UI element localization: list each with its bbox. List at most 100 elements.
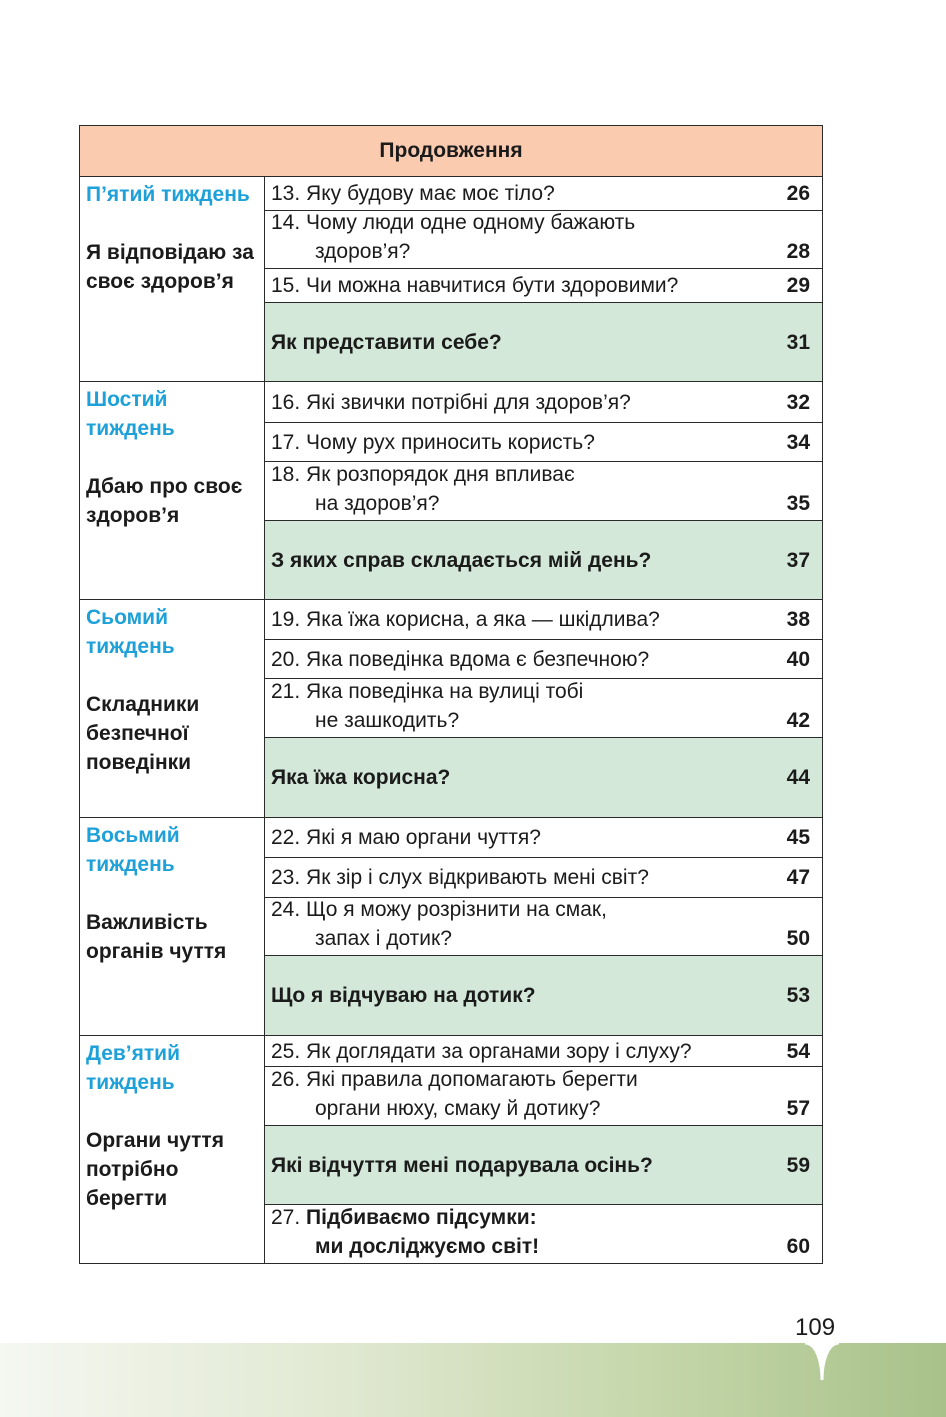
lesson-page-number: 44 xyxy=(786,766,810,789)
week-name: Шостий тиждень xyxy=(86,388,175,440)
lesson-title-line2: не зашкодить? xyxy=(315,709,460,732)
lesson-title: 21. Яка поведінка на вулиці тобі не зашко… xyxy=(271,677,778,735)
week-name: Дев’ятий тиждень xyxy=(86,1042,180,1094)
week-label: Шостий тиждень Дбаю про своє здоров’я xyxy=(80,382,265,599)
lesson-title-line1: 25. Як доглядати за органами зору і слух… xyxy=(271,1039,692,1063)
footer-band xyxy=(0,1343,946,1417)
lesson-page-number: 29 xyxy=(786,274,810,297)
lesson-page-number: 31 xyxy=(786,330,810,354)
lesson-title-line1: 13. Яку будову має моє тіло? xyxy=(271,182,555,205)
lesson-title: 24. Що я можу розрізнити на смак, запах і… xyxy=(271,895,778,953)
week-label: Дев’ятий тиждень Органи чуття потрібно бе… xyxy=(80,1036,265,1263)
lesson-title-line1: Як представити себе? xyxy=(271,330,502,354)
lesson-title-line1: 26. Які правила допомагають берегти xyxy=(271,1068,638,1091)
week-section: Сьомий тиждень Складники безпечної поведі… xyxy=(80,600,822,818)
week-section: Шостий тиждень Дбаю про своє здоров’я 16. … xyxy=(80,382,822,600)
week-topic: Дбаю про своє здоров’я xyxy=(86,475,243,527)
lesson-page-number: 60 xyxy=(786,1235,810,1258)
lesson-list: 16. Які звички потрібні для здоров’я? 32 1… xyxy=(265,382,822,599)
week-label: Сьомий тиждень Складники безпечної поведі… xyxy=(80,600,265,817)
lesson-page-number: 28 xyxy=(786,240,810,263)
lesson-title-line1: 20. Яка поведінка вдома є безпечною? xyxy=(271,647,650,671)
week-section: П’ятий тиждень Я відповідаю за своє здоро… xyxy=(80,177,822,382)
lesson-page-number: 57 xyxy=(786,1097,810,1120)
lesson-title-line1: 21. Яка поведінка на вулиці тобі xyxy=(271,680,584,703)
week-name: Восьмий тиждень xyxy=(86,824,180,876)
lesson-title-line1: Які відчуття мені подарувала осінь? xyxy=(271,1153,653,1177)
lesson-title-line1: 24. Що я можу розрізнити на смак, xyxy=(271,898,607,921)
lesson-title-line1: Підбиваємо підсумки: xyxy=(306,1206,537,1229)
week-topic: Важливість органів чуття xyxy=(86,911,227,963)
lesson-row: 16. Які звички потрібні для здоров’я? 32 xyxy=(265,382,822,423)
lesson-row: 18. Як розпорядок дня впливає на здоров’я… xyxy=(265,462,822,521)
lesson-title: 13. Яку будову має моє тіло? xyxy=(271,179,778,208)
lesson-title-line2: ми досліджуємо світ! xyxy=(315,1235,540,1258)
table-of-contents: Продовження П’ятий тиждень Я відповідаю з… xyxy=(79,125,823,1264)
week-label: Восьмий тиждень Важливість органів чуття xyxy=(80,818,265,1035)
lesson-title: 18. Як розпорядок дня впливає на здоров’я… xyxy=(271,460,778,518)
spacer xyxy=(86,1097,258,1126)
lesson-title-line1: 23. Як зір і слух відкривають мені світ? xyxy=(271,866,649,889)
lesson-page-number: 35 xyxy=(786,492,810,515)
lesson-page-number: 42 xyxy=(786,709,810,732)
lesson-page-number: 53 xyxy=(786,984,810,1007)
lesson-row: 14. Чому люди одне одному бажають здоров’… xyxy=(265,211,822,269)
lesson-page-number: 32 xyxy=(786,390,810,414)
summary-lesson-row: Які відчуття мені подарувала осінь? 59 xyxy=(265,1126,822,1205)
week-section: Дев’ятий тиждень Органи чуття потрібно бе… xyxy=(80,1036,822,1263)
lesson-page-number: 59 xyxy=(786,1153,810,1177)
lesson-title-line1: З яких справ складається мій день? xyxy=(271,548,652,572)
lesson-page-number: 45 xyxy=(786,826,810,849)
lesson-row: 26. Які правила допомагають берегти орган… xyxy=(265,1067,822,1126)
lesson-row: 25. Як доглядати за органами зору і слух… xyxy=(265,1036,822,1067)
lesson-title: З яких справ складається мій день? xyxy=(271,546,778,575)
lesson-title: 20. Яка поведінка вдома є безпечною? xyxy=(271,645,778,674)
lesson-page-number: 34 xyxy=(786,430,810,454)
lesson-title: Що я відчуваю на дотик? xyxy=(271,981,778,1010)
lesson-title: 15. Чи можна навчитися бути здоровими? xyxy=(271,271,778,300)
lesson-row: 21. Яка поведінка на вулиці тобі не зашко… xyxy=(265,679,822,738)
lesson-row: 19. Яка їжа корисна, а яка — шкідлива? 38 xyxy=(265,600,822,640)
lesson-page-number: 37 xyxy=(786,548,810,572)
lesson-title-line1: 19. Яка їжа корисна, а яка — шкідлива? xyxy=(271,608,660,631)
lesson-title: 16. Які звички потрібні для здоров’я? xyxy=(271,388,778,417)
lesson-row: 17. Чому рух приносить користь? 34 xyxy=(265,423,822,462)
lesson-title-line1: 16. Які звички потрібні для здоров’я? xyxy=(271,390,631,414)
lesson-title-line1: 17. Чому рух приносить користь? xyxy=(271,430,595,454)
lesson-row: 15. Чи можна навчитися бути здоровими? 29 xyxy=(265,269,822,303)
lesson-list: 25. Як доглядати за органами зору і слух… xyxy=(265,1036,822,1263)
week-name: П’ятий тиждень xyxy=(86,183,250,206)
weeks-container: П’ятий тиждень Я відповідаю за своє здоро… xyxy=(80,177,822,1263)
week-label: П’ятий тиждень Я відповідаю за своє здоро… xyxy=(80,177,265,381)
lesson-title-line1: 15. Чи можна навчитися бути здоровими? xyxy=(271,274,679,297)
summary-lesson-row: Як представити себе? 31 xyxy=(265,303,822,381)
lesson-page-number: 50 xyxy=(786,927,810,950)
spacer xyxy=(86,209,258,238)
lesson-row: 24. Що я можу розрізнити на смак, запах і… xyxy=(265,898,822,956)
lesson-row: 27. Підбиваємо підсумки: ми досліджуємо с… xyxy=(265,1205,822,1263)
lesson-list: 19. Яка їжа корисна, а яка — шкідлива? 38… xyxy=(265,600,822,817)
lesson-page-number: 47 xyxy=(786,866,810,889)
week-topic: Складники безпечної поведінки xyxy=(86,693,200,774)
lesson-title-line2: здоров’я? xyxy=(315,240,411,263)
week-topic: Органи чуття потрібно берегти xyxy=(86,1129,224,1210)
lesson-number: 27. xyxy=(271,1206,301,1229)
spacer xyxy=(86,443,258,472)
lesson-title-line2: на здоров’я? xyxy=(315,492,440,515)
lesson-title-line2: органи нюху, смаку й дотику? xyxy=(315,1097,601,1120)
week-name: Сьомий тиждень xyxy=(86,606,175,658)
lesson-row: 20. Яка поведінка вдома є безпечною? 40 xyxy=(265,640,822,679)
spacer xyxy=(86,661,258,690)
lesson-list: 22. Які я маю органи чуття? 45 23. Як зір … xyxy=(265,818,822,1035)
lesson-title-line1: Що я відчуваю на дотик? xyxy=(271,984,536,1007)
lesson-page-number: 38 xyxy=(786,608,810,631)
lesson-row: 22. Які я маю органи чуття? 45 xyxy=(265,818,822,858)
lesson-title: 22. Які я маю органи чуття? xyxy=(271,823,778,852)
lesson-list: 13. Яку будову має моє тіло? 26 14. Чому л… xyxy=(265,177,822,381)
lesson-title: 25. Як доглядати за органами зору і слух… xyxy=(271,1037,778,1066)
lesson-page-number: 26 xyxy=(786,182,810,205)
lesson-title-line1: 14. Чому люди одне одному бажають xyxy=(271,211,636,234)
lesson-title: Яка їжа корисна? xyxy=(271,763,778,792)
lesson-row: 13. Яку будову має моє тіло? 26 xyxy=(265,177,822,211)
lesson-title: Як представити себе? xyxy=(271,328,778,357)
